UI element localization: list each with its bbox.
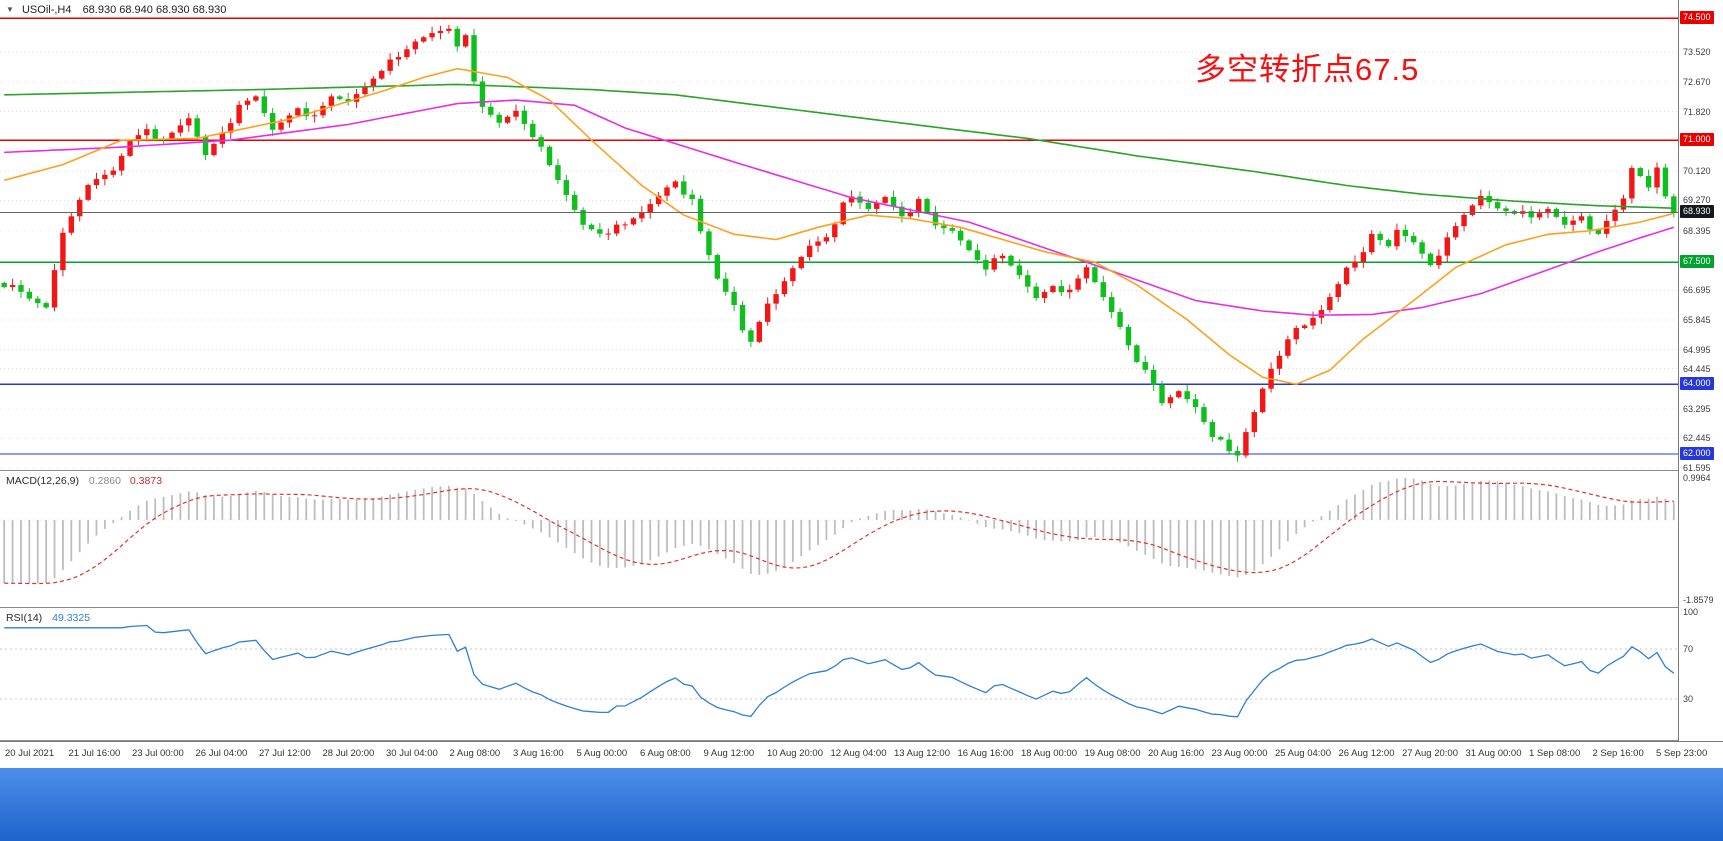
ma-mid-magenta — [4, 99, 1675, 317]
time-axis-label: 3 Aug 16:00 — [513, 748, 564, 759]
time-axis-label: 1 Sep 08:00 — [1529, 748, 1581, 759]
macd-signal-value: 0.3873 — [129, 475, 163, 487]
time-axis-label: 13 Aug 12:00 — [894, 748, 950, 759]
time-axis-label: 25 Aug 04:00 — [1275, 748, 1331, 759]
price-badge: 67.500 — [1680, 255, 1714, 269]
price-axis-label: 30 — [1683, 693, 1694, 704]
price-axis-label: 64.445 — [1683, 363, 1711, 374]
price-badge: 64.000 — [1680, 377, 1714, 391]
macd-panel[interactable]: MACD(12,26,9) 0.2860 0.3873 — [0, 471, 1678, 608]
macd-label: MACD(12,26,9) — [6, 475, 79, 487]
chart-header: ▼ USOil-,H4 68.930 68.940 68.930 68.930 — [6, 4, 226, 16]
price-axis-label: 69.270 — [1683, 195, 1711, 206]
price-badge: 68.930 — [1680, 205, 1714, 219]
time-axis-label: 30 Jul 04:00 — [386, 748, 438, 759]
ma-slow-green — [4, 83, 1674, 209]
price-badge: 62.000 — [1680, 446, 1714, 460]
time-axis-label: 23 Jul 00:00 — [132, 748, 184, 759]
rsi-label: RSI(14) — [6, 612, 43, 624]
bottom-bar — [0, 768, 1723, 841]
macd-main-value: 0.2860 — [88, 475, 121, 487]
price-axis-label: 70 — [1683, 644, 1694, 655]
time-axis-label: 2 Aug 08:00 — [449, 748, 501, 759]
price-axis-label: 63.295 — [1683, 403, 1711, 414]
price-badge: 74.500 — [1680, 11, 1714, 25]
price-axis-label: 64.995 — [1683, 344, 1711, 355]
time-axis[interactable]: 20 Jul 2021 21 Jul 16:00 23 Jul 00:00 26 Ju… — [0, 741, 1723, 768]
symbol-timeframe-label: USOil-,H4 — [21, 4, 72, 16]
time-axis-label: 6 Aug 08:00 — [640, 748, 691, 759]
price-axis-label: 68.395 — [1683, 225, 1711, 236]
price-axis-label: 0.9964 — [1683, 473, 1711, 483]
time-axis-label: 5 Aug 00:00 — [576, 748, 628, 759]
time-axis-label: 2 Sep 16:00 — [1592, 748, 1644, 759]
annotation-text: 多空转折点67.5 — [1195, 52, 1420, 87]
time-axis-label: 26 Jul 04:00 — [195, 748, 248, 759]
macd-chart[interactable] — [0, 471, 1678, 607]
time-axis-label: 23 Aug 00:00 — [1211, 748, 1268, 759]
time-axis-label: 19 Aug 08:00 — [1084, 748, 1141, 759]
time-axis-label: 10 Aug 20:00 — [767, 748, 823, 759]
price-axis[interactable]: 73.520 72.670 71.820 70.120 69.270 68.395 66.6… — [1678, 0, 1723, 741]
collapse-icon[interactable]: ▼ — [6, 5, 14, 14]
price-axis-label: 73.520 — [1683, 47, 1711, 58]
time-axis-label: 26 Aug 12:00 — [1338, 748, 1395, 759]
ma-fast-orange — [3, 67, 1675, 386]
time-axis-label: 20 Jul 2021 — [5, 748, 55, 759]
time-axis-label: 31 Aug 00:00 — [1465, 748, 1522, 759]
macd-header: MACD(12,26,9) 0.2860 0.3873 — [6, 475, 162, 487]
rsi-header: RSI(14) 49.3325 — [6, 612, 90, 624]
price-axis-label: 72.670 — [1683, 76, 1711, 87]
time-axis-label: 27 Aug 20:00 — [1402, 748, 1458, 759]
price-axis-label: 66.695 — [1683, 285, 1711, 296]
price-chart-panel[interactable]: ▼ USOil-,H4 68.930 68.940 68.930 68.930 … — [0, 0, 1678, 471]
price-axis-label: 100 — [1683, 607, 1699, 617]
price-axis-label: 62.445 — [1683, 433, 1711, 444]
rsi-value: 49.3325 — [52, 612, 91, 624]
time-axis-label: 12 Aug 04:00 — [830, 748, 887, 759]
rsi-panel[interactable]: RSI(14) 49.3325 — [0, 608, 1678, 741]
time-axis-label: 16 Aug 16:00 — [957, 748, 1014, 759]
price-axis-label: 71.820 — [1683, 106, 1711, 117]
time-axis-label: 21 Jul 16:00 — [68, 748, 121, 759]
time-axis-label: 5 Sep 23:00 — [1656, 748, 1708, 759]
price-axis-label: 70.120 — [1683, 165, 1711, 176]
price-axis-label: 65.845 — [1683, 314, 1711, 325]
price-badge: 71.000 — [1680, 133, 1714, 147]
time-axis-label: 28 Jul 20:00 — [322, 748, 375, 759]
candlestick-chart[interactable] — [0, 0, 1678, 470]
time-axis-label: 27 Jul 12:00 — [259, 748, 311, 759]
time-axis-label: 18 Aug 00:00 — [1021, 748, 1077, 759]
time-axis-label: 20 Aug 16:00 — [1148, 748, 1204, 759]
ohlc-quote-label: 68.930 68.940 68.930 68.930 — [82, 4, 227, 16]
rsi-chart[interactable] — [0, 608, 1678, 740]
price-axis-label: -1.8579 — [1683, 595, 1714, 605]
price-axis-label: 61.595 — [1683, 463, 1711, 474]
time-axis-label: 9 Aug 12:00 — [703, 748, 755, 759]
